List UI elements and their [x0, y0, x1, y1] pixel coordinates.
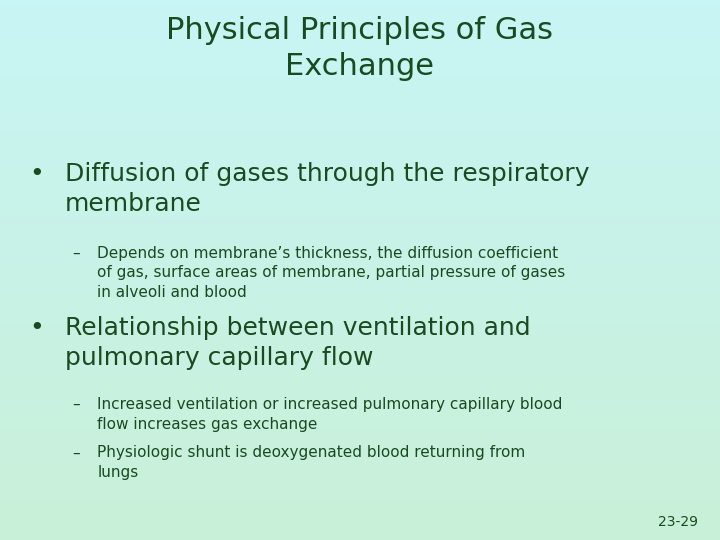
- Text: –: –: [72, 397, 80, 412]
- Text: Physical Principles of Gas
Exchange: Physical Principles of Gas Exchange: [166, 16, 554, 81]
- Text: Physiologic shunt is deoxygenated blood returning from
lungs: Physiologic shunt is deoxygenated blood …: [97, 446, 526, 480]
- Text: •: •: [29, 162, 43, 186]
- Text: Depends on membrane’s thickness, the diffusion coefficient
of gas, surface areas: Depends on membrane’s thickness, the dif…: [97, 246, 565, 300]
- Text: 23-29: 23-29: [658, 515, 698, 529]
- Text: •: •: [29, 316, 43, 340]
- Text: –: –: [72, 446, 80, 461]
- Text: Relationship between ventilation and
pulmonary capillary flow: Relationship between ventilation and pul…: [65, 316, 531, 369]
- Text: Diffusion of gases through the respiratory
membrane: Diffusion of gases through the respirato…: [65, 162, 589, 215]
- Text: Increased ventilation or increased pulmonary capillary blood
flow increases gas : Increased ventilation or increased pulmo…: [97, 397, 562, 431]
- Text: –: –: [72, 246, 80, 261]
